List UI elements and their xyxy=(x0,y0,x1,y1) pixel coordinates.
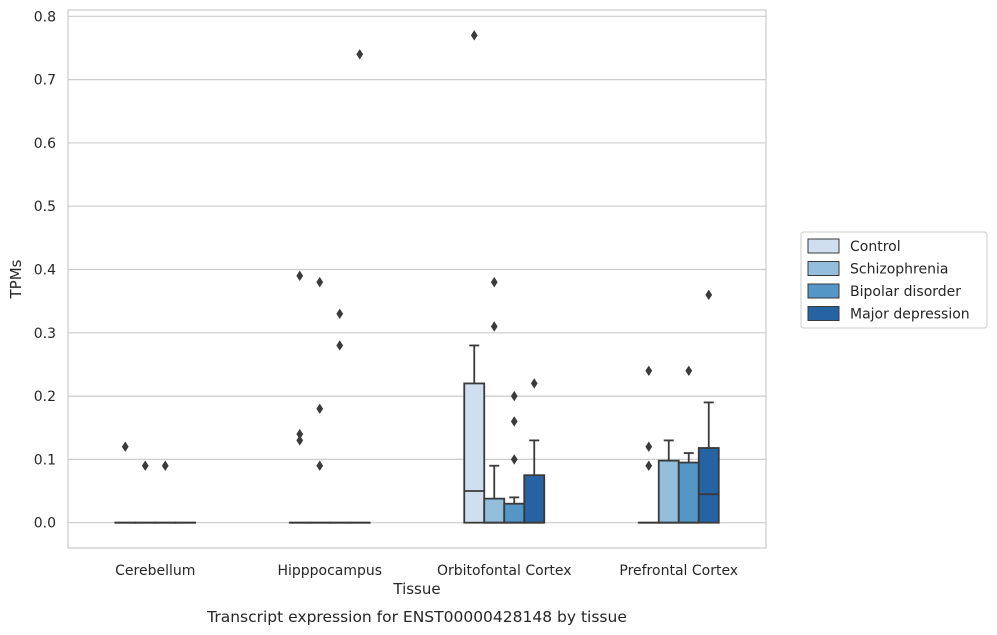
outlier-point xyxy=(510,454,518,465)
box-body xyxy=(657,459,680,524)
outlier-point xyxy=(470,30,478,41)
outlier-point xyxy=(490,276,498,288)
outlier-point xyxy=(685,365,693,376)
y-axis-label: TPMs xyxy=(7,259,25,299)
outliers xyxy=(121,30,713,471)
box-3-2 xyxy=(677,452,700,524)
outlier-point xyxy=(530,378,538,389)
gridlines xyxy=(68,15,766,524)
legend-swatch xyxy=(807,283,840,299)
box-body xyxy=(503,502,526,524)
outlier-point xyxy=(490,321,498,332)
legend-frame xyxy=(800,231,988,329)
box-3-1 xyxy=(657,439,680,524)
legend-label: Schizophrenia xyxy=(850,262,948,278)
outlier-point xyxy=(316,460,324,471)
x-tick-label: Cerebellum xyxy=(115,563,195,579)
outlier-point xyxy=(510,416,518,427)
legend-swatch xyxy=(807,306,840,321)
legend-label: Control xyxy=(850,239,901,255)
outlier-point xyxy=(336,308,344,319)
outlier-point xyxy=(336,340,344,351)
y-tick-label: 0.8 xyxy=(34,9,56,25)
x-axis-label: Tissue xyxy=(392,580,440,598)
x-tick-labels: Cerebellum Hipppocampus Orbitofontal Corte… xyxy=(115,563,738,579)
box-2-1 xyxy=(483,464,506,524)
box-3-3 xyxy=(697,401,720,524)
outlier-point xyxy=(645,460,653,471)
box-body xyxy=(463,382,486,524)
legend-swatch xyxy=(807,238,840,254)
x-tick-label: Hipppocampus xyxy=(277,563,382,579)
outlier-point xyxy=(645,441,653,452)
box-body xyxy=(697,447,720,524)
box-body xyxy=(483,497,506,524)
outlier-point xyxy=(510,390,518,402)
plot-frame xyxy=(67,9,767,549)
outlier-point xyxy=(296,428,304,440)
y-tick-label: 0.2 xyxy=(34,389,56,405)
outlier-point xyxy=(296,435,304,446)
y-tick-label: 0.7 xyxy=(34,73,56,89)
box-2-0 xyxy=(463,344,486,524)
x-tick-label: Orbitofontal Cortex xyxy=(437,563,572,579)
chart-caption: Transcript expression for ENST0000042814… xyxy=(206,608,627,626)
y-tick-label: 0.4 xyxy=(34,263,56,279)
y-tick-label: 0.5 xyxy=(34,199,56,215)
y-tick-label: 0.1 xyxy=(34,452,56,468)
outlier-point xyxy=(161,460,169,471)
outlier-point xyxy=(316,403,324,414)
outlier-point xyxy=(356,49,364,60)
outlier-point xyxy=(141,460,149,471)
legend-label: Major depression xyxy=(850,307,970,323)
box-body xyxy=(523,474,546,524)
x-tick-label: Prefrontal Cortex xyxy=(619,563,738,579)
legend-swatch xyxy=(807,261,840,276)
y-tick-labels: 0.0 0.1 0.2 0.3 0.4 0.5 0.6 0.7 0.8 xyxy=(34,9,56,531)
legend-label: Bipolar disorder xyxy=(850,284,961,300)
outlier-point xyxy=(121,441,129,452)
y-tick-label: 0.6 xyxy=(34,136,56,152)
legend: Control Schizophrenia Bipolar disorder Majo… xyxy=(800,231,988,329)
outlier-point xyxy=(705,289,713,300)
boxes xyxy=(114,344,720,524)
outlier-point xyxy=(296,270,304,282)
box-2-2 xyxy=(503,496,526,524)
outlier-point xyxy=(316,276,324,288)
outlier-point xyxy=(645,365,653,376)
box-body xyxy=(677,461,700,524)
box-2-3 xyxy=(523,439,546,524)
y-tick-label: 0.0 xyxy=(34,516,56,532)
legend-items: Control Schizophrenia Bipolar disorder Majo… xyxy=(807,238,970,323)
y-tick-label: 0.3 xyxy=(34,326,56,342)
